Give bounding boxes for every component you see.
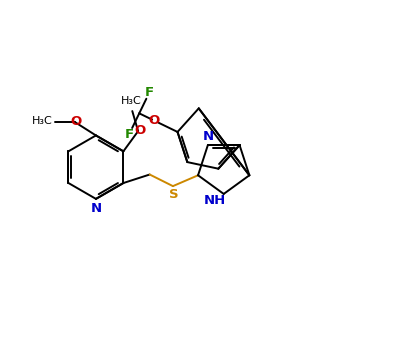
Text: N: N [90, 202, 101, 215]
Text: N: N [202, 130, 213, 143]
Text: NH: NH [204, 194, 226, 207]
Text: O: O [71, 115, 82, 128]
Text: H₃C: H₃C [121, 96, 141, 106]
Text: O: O [148, 114, 159, 127]
Text: S: S [169, 188, 178, 201]
Text: O: O [134, 124, 146, 137]
Text: F: F [145, 86, 154, 99]
Text: H₃C: H₃C [31, 116, 52, 126]
Text: F: F [125, 128, 134, 141]
